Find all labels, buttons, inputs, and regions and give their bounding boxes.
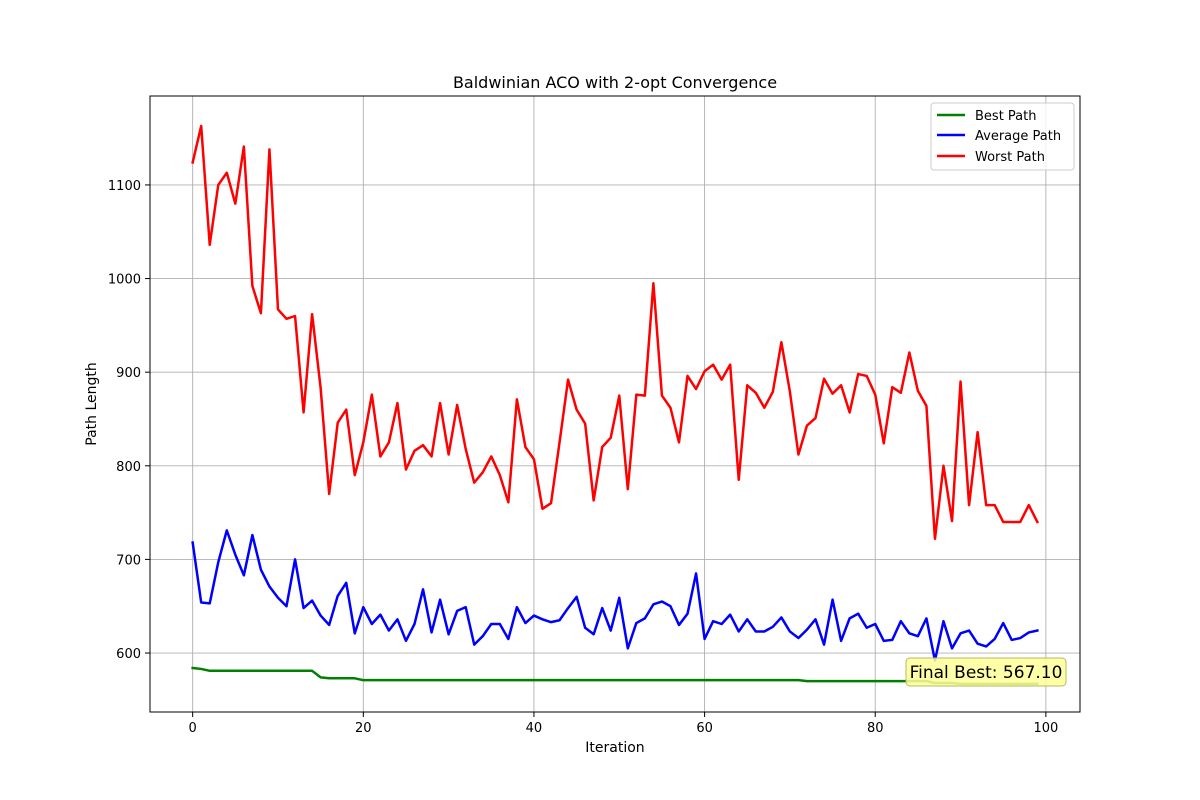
series-layer: [191, 124, 1040, 686]
legend-average-label: Average Path: [975, 129, 1061, 144]
x-tick-label: 100: [1033, 721, 1058, 736]
legend-box: [930, 102, 1075, 171]
annotation-text: Final Best: 567.10: [910, 663, 1063, 683]
y-tick-label: 900: [116, 366, 141, 381]
x-tick-label: 20: [355, 721, 372, 736]
worst-path-line: [191, 124, 1040, 541]
x-tick-label: 0: [189, 721, 197, 736]
x-axis-label: Iteration: [585, 740, 644, 756]
y-tick-label: 700: [116, 553, 141, 568]
x-tick-label: 60: [696, 721, 713, 736]
chart-title: Baldwinian ACO with 2-opt Convergence: [453, 73, 777, 92]
legend-best-label: Best Path: [975, 109, 1036, 124]
grid-lines: [150, 96, 1080, 712]
y-tick-label: 1100: [108, 179, 141, 194]
y-tick-label: 600: [116, 647, 141, 662]
best-path-line: [191, 666, 1039, 686]
annotation-box: [905, 657, 1067, 687]
average-path-line: [191, 529, 1039, 662]
y-tick-label: 800: [116, 460, 141, 475]
y-axis-label: Path Length: [84, 362, 100, 446]
plot-frame: [149, 95, 1081, 713]
final-best-annotation: Final Best: 567.10: [905, 657, 1067, 687]
legend: Best Path Average Path Worst Path: [930, 102, 1075, 171]
x-tick-label: 80: [867, 721, 884, 736]
y-tick-label: 1000: [108, 273, 141, 288]
x-tick-label: 40: [526, 721, 543, 736]
legend-worst-label: Worst Path: [975, 150, 1045, 165]
axis-ticks: 0 20 40 60 80 100 600 700 800 900 1000 1100: [108, 179, 1058, 736]
